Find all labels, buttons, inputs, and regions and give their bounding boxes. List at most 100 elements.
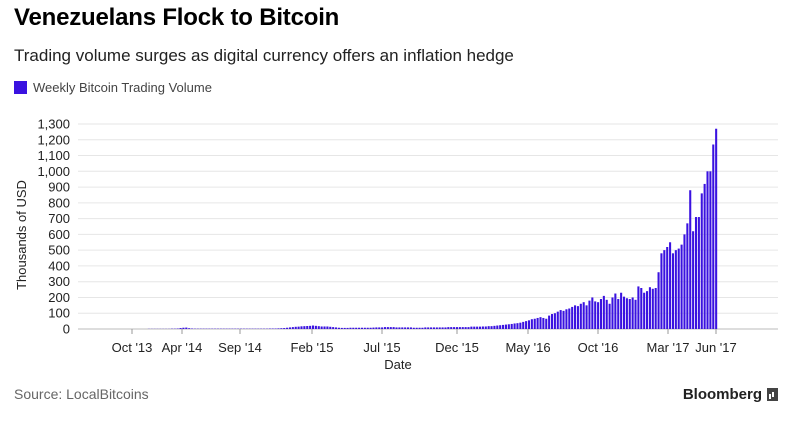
bar [657,272,660,329]
bar [487,326,490,329]
bar [622,296,626,329]
bar [378,327,381,329]
bar [427,327,430,329]
y-tick-label: 0 [63,322,70,337]
bar [343,327,346,329]
bar [625,298,628,329]
bar [550,314,554,329]
bar [464,327,467,329]
x-axis-label: Date [384,357,411,372]
bar [527,320,531,329]
bar [360,327,363,329]
bar [467,327,470,329]
y-tick-label: 300 [48,274,70,289]
bar [283,328,286,329]
bar [559,310,562,329]
y-tick-label: 1,200 [37,132,70,147]
bar [648,287,651,329]
bar [280,328,283,329]
bar [188,328,191,329]
bar [591,297,594,329]
bar [677,248,680,329]
bar [346,327,349,329]
bar [326,326,329,329]
bar [579,303,582,329]
chart-title: Venezuelans Flock to Bitcoin [14,4,340,31]
y-tick-label: 1,100 [37,148,70,163]
bar [694,217,698,329]
bar [470,326,473,329]
bar [525,321,528,329]
bar [686,223,689,329]
legend-label: Weekly Bitcoin Trading Volume [33,80,212,95]
bar [660,253,663,329]
bar [340,327,343,329]
bar [335,327,338,329]
bar [574,305,577,329]
bar [533,318,536,329]
x-tick-label: Oct '16 [578,340,619,355]
bar [476,326,479,329]
bar [588,300,591,329]
x-tick-label: Oct '13 [112,340,153,355]
bar [680,244,683,329]
bar [369,327,372,329]
bar [386,327,389,329]
bar [179,328,182,329]
bar [409,327,412,329]
bar [473,326,476,329]
bar [715,128,718,329]
bar [286,327,289,329]
chart-subtitle: Trading volume surges as digital currenc… [14,46,514,65]
y-axis-label: Thousands of USD [14,180,29,290]
bar [349,327,352,329]
y-tick-label: 100 [48,306,70,321]
bar [502,324,505,329]
bar [712,144,715,329]
bar [651,288,654,329]
y-tick-label: 700 [48,211,70,226]
bar [671,253,674,329]
bar [608,303,611,329]
bar [303,326,306,329]
bar [614,293,617,329]
bar [499,325,502,329]
bar [407,327,410,329]
bar [507,324,510,329]
bar [510,323,513,329]
y-tick-label: 900 [48,180,70,195]
bar [375,327,378,329]
y-tick-label: 600 [48,227,70,242]
bar [568,308,571,329]
bar [683,234,686,329]
bar [669,242,672,329]
bar [337,327,340,329]
legend-swatch [14,81,27,94]
bar [516,323,519,329]
bar [576,306,579,329]
bar [646,291,649,329]
bar [706,171,709,329]
bar [536,317,539,329]
x-tick-label: Mar '17 [647,340,690,355]
bar [185,327,188,329]
bar [709,171,712,329]
bar [605,299,608,329]
bar [430,327,433,329]
y-tick-label: 1,000 [37,164,70,179]
bar [562,310,565,329]
bar [323,326,326,329]
bars [147,128,718,329]
bar [703,183,706,329]
bar [640,288,643,329]
bar [631,297,634,329]
bar [553,313,556,329]
bar [314,325,317,329]
bar [455,327,459,329]
bar [493,325,496,329]
bar [441,327,444,329]
bar [389,327,392,329]
bar [415,327,418,329]
bar [599,299,603,329]
